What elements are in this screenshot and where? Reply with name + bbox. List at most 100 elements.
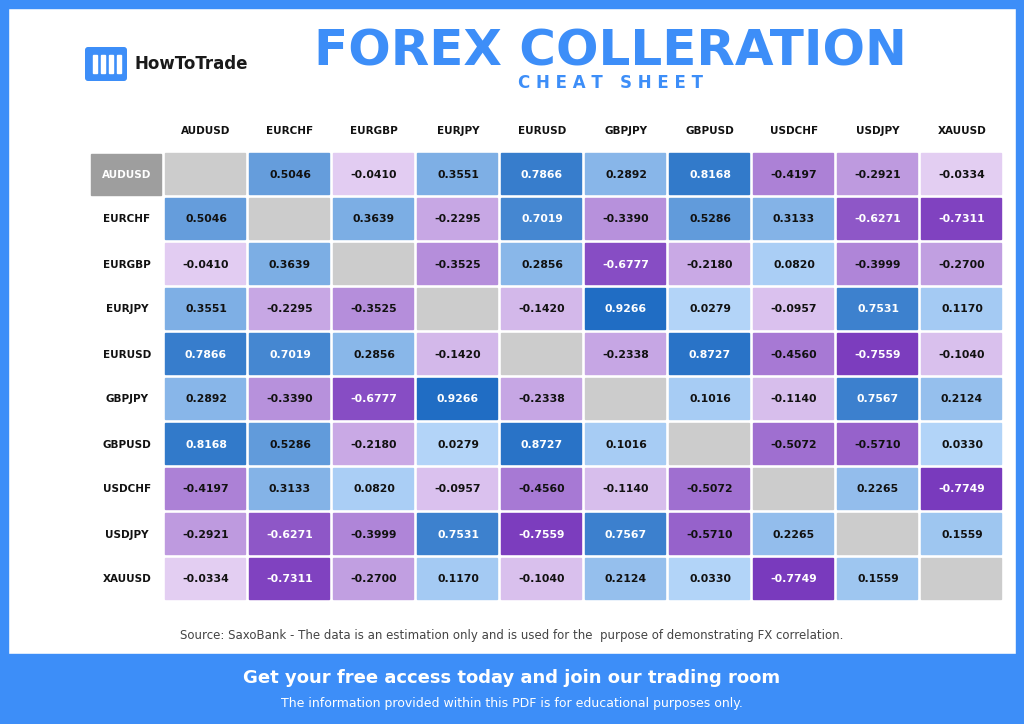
FancyBboxPatch shape: [85, 47, 127, 81]
Bar: [165, 513, 245, 554]
Bar: [249, 333, 329, 374]
Bar: [165, 378, 245, 419]
Bar: [585, 558, 665, 599]
Text: -0.6777: -0.6777: [602, 259, 649, 269]
Bar: [669, 333, 749, 374]
Text: -0.5710: -0.5710: [855, 439, 901, 450]
Text: C H E A T   S H E E T: C H E A T S H E E T: [517, 74, 702, 92]
Text: AUDUSD: AUDUSD: [181, 126, 230, 136]
Text: 0.2856: 0.2856: [353, 350, 395, 360]
Bar: [669, 378, 749, 419]
Bar: [837, 378, 918, 419]
Bar: [333, 558, 413, 599]
Bar: [417, 288, 497, 329]
Text: GBPJPY: GBPJPY: [604, 126, 647, 136]
Bar: [669, 513, 749, 554]
Bar: [501, 378, 581, 419]
Text: -0.6777: -0.6777: [350, 395, 397, 405]
Bar: [249, 513, 329, 554]
Bar: [417, 468, 497, 509]
Text: -0.0334: -0.0334: [182, 575, 229, 584]
Text: -0.4197: -0.4197: [182, 484, 229, 494]
Bar: [117, 55, 121, 73]
Bar: [669, 558, 749, 599]
Text: GBPJPY: GBPJPY: [105, 395, 148, 405]
Text: 0.8727: 0.8727: [689, 350, 731, 360]
Text: -0.1140: -0.1140: [771, 395, 817, 405]
Text: 0.2124: 0.2124: [605, 575, 647, 584]
Text: 0.5286: 0.5286: [689, 214, 731, 224]
Bar: [249, 198, 329, 239]
Bar: [585, 423, 665, 464]
Bar: [109, 55, 113, 73]
Bar: [333, 153, 413, 194]
Text: -0.1040: -0.1040: [519, 575, 565, 584]
Text: -0.2180: -0.2180: [351, 439, 397, 450]
Text: 0.2265: 0.2265: [857, 484, 899, 494]
Bar: [669, 288, 749, 329]
Bar: [669, 423, 749, 464]
Text: -0.2338: -0.2338: [603, 350, 649, 360]
Text: EURCHF: EURCHF: [266, 126, 313, 136]
Bar: [585, 513, 665, 554]
Text: 0.7866: 0.7866: [185, 350, 227, 360]
Text: -0.2921: -0.2921: [182, 529, 229, 539]
Bar: [921, 558, 1001, 599]
Text: -0.4560: -0.4560: [519, 484, 565, 494]
Text: 0.2265: 0.2265: [773, 529, 815, 539]
Bar: [91, 154, 161, 195]
Bar: [585, 333, 665, 374]
Text: EURUSD: EURUSD: [102, 350, 152, 360]
Bar: [585, 378, 665, 419]
Bar: [669, 468, 749, 509]
Text: 0.7567: 0.7567: [605, 529, 647, 539]
Text: 0.2856: 0.2856: [521, 259, 563, 269]
Bar: [669, 243, 749, 284]
Text: USDJPY: USDJPY: [105, 529, 148, 539]
Text: XAUUSD: XAUUSD: [938, 126, 986, 136]
Bar: [501, 558, 581, 599]
Text: Get your free access today and join our trading room: Get your free access today and join our …: [244, 669, 780, 687]
Text: XAUUSD: XAUUSD: [102, 575, 152, 584]
Bar: [165, 423, 245, 464]
Text: GBPUSD: GBPUSD: [686, 126, 734, 136]
Bar: [249, 243, 329, 284]
Text: -0.2338: -0.2338: [518, 395, 565, 405]
Text: -0.1140: -0.1140: [603, 484, 649, 494]
Bar: [837, 468, 918, 509]
Bar: [165, 153, 245, 194]
Text: -0.1040: -0.1040: [939, 350, 985, 360]
Bar: [753, 513, 833, 554]
Bar: [921, 423, 1001, 464]
Bar: [837, 513, 918, 554]
Bar: [333, 423, 413, 464]
Text: -0.3525: -0.3525: [350, 305, 397, 314]
Text: 0.3639: 0.3639: [353, 214, 395, 224]
Bar: [921, 468, 1001, 509]
Text: -0.2295: -0.2295: [266, 305, 313, 314]
Bar: [921, 378, 1001, 419]
Text: 0.3551: 0.3551: [185, 305, 227, 314]
Text: 0.5286: 0.5286: [269, 439, 311, 450]
Bar: [249, 378, 329, 419]
Text: -0.3390: -0.3390: [266, 395, 313, 405]
Text: 0.0820: 0.0820: [773, 259, 815, 269]
Bar: [0, 0, 1024, 8]
Bar: [165, 558, 245, 599]
Bar: [417, 513, 497, 554]
Bar: [249, 558, 329, 599]
Text: 0.1016: 0.1016: [605, 439, 647, 450]
Text: 0.2892: 0.2892: [605, 169, 647, 180]
Text: EURJPY: EURJPY: [105, 305, 148, 314]
Bar: [501, 423, 581, 464]
Bar: [837, 558, 918, 599]
Bar: [921, 288, 1001, 329]
Text: -0.1420: -0.1420: [434, 350, 481, 360]
Text: USDCHF: USDCHF: [103, 484, 152, 494]
Bar: [753, 198, 833, 239]
Text: -0.0410: -0.0410: [351, 169, 397, 180]
Bar: [501, 468, 581, 509]
Text: 0.8727: 0.8727: [521, 439, 563, 450]
Text: The information provided within this PDF is for educational purposes only.: The information provided within this PDF…: [281, 697, 743, 710]
Text: 0.1170: 0.1170: [941, 305, 983, 314]
